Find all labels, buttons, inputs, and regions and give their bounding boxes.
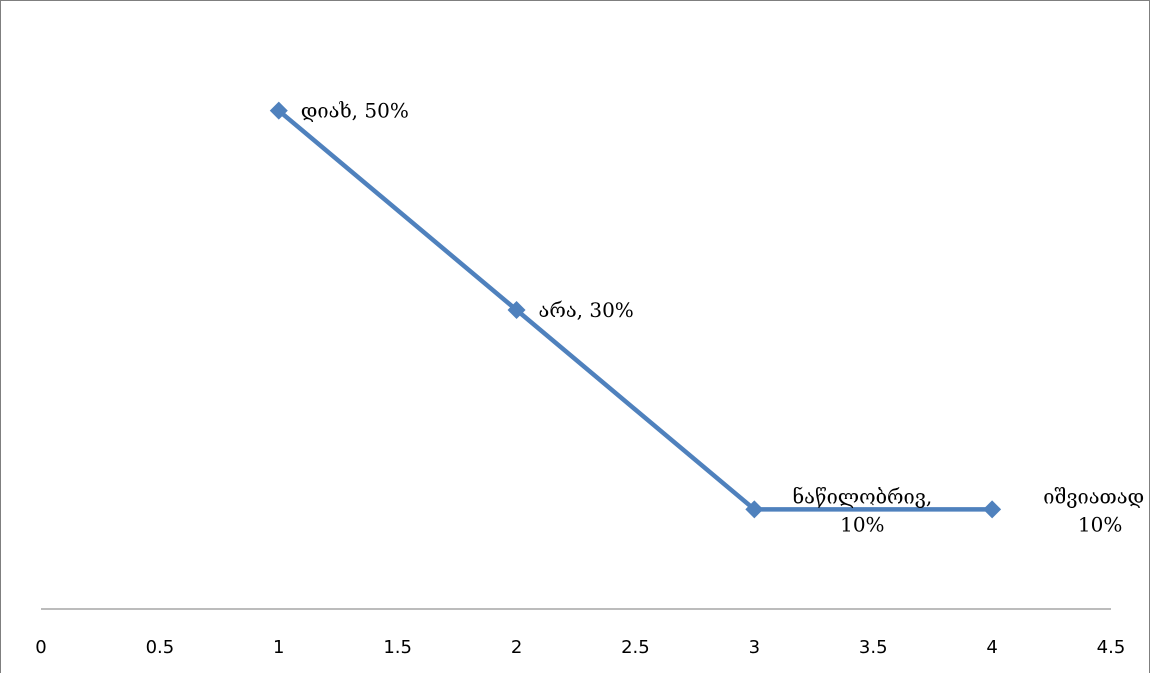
x-tick-label: 2 <box>511 637 522 658</box>
data-label-line: 10% <box>840 512 884 536</box>
x-tick-label: 1 <box>273 637 284 658</box>
data-point-marker <box>983 500 1002 519</box>
data-label: იშვიათად , 10% <box>1043 484 1150 536</box>
data-markers <box>269 101 1002 519</box>
x-tick-labels: 0 0.5 1 1.5 2 2.5 3 3.5 4 4.5 <box>35 637 1125 658</box>
data-label: ნაწილობრივ, 10% <box>792 484 932 536</box>
data-label-line: 10% <box>1078 512 1122 536</box>
x-tick-label: 3.5 <box>859 637 888 658</box>
data-label-line: იშვიათად , <box>1043 484 1150 508</box>
data-point-marker <box>745 500 764 519</box>
x-tick-label: 0.5 <box>146 637 175 658</box>
x-tick-label: 4 <box>986 637 997 658</box>
data-label-line: ნაწილობრივ, <box>792 484 932 508</box>
x-tick-label: 2.5 <box>621 637 650 658</box>
data-label: დიახ, 50% <box>301 99 409 123</box>
x-tick-label: 4.5 <box>1097 637 1126 658</box>
data-point-marker <box>269 101 288 120</box>
x-tick-label: 0 <box>35 637 46 658</box>
x-tick-label: 1.5 <box>383 637 412 658</box>
series-line <box>277 108 993 512</box>
data-label: არა, 30% <box>539 298 634 322</box>
x-tick-label: 3 <box>749 637 760 658</box>
data-point-marker <box>507 301 526 319</box>
data-labels: დიახ, 50%არა, 30%ნაწილობრივ, 10%იშვიათად … <box>301 99 1150 537</box>
